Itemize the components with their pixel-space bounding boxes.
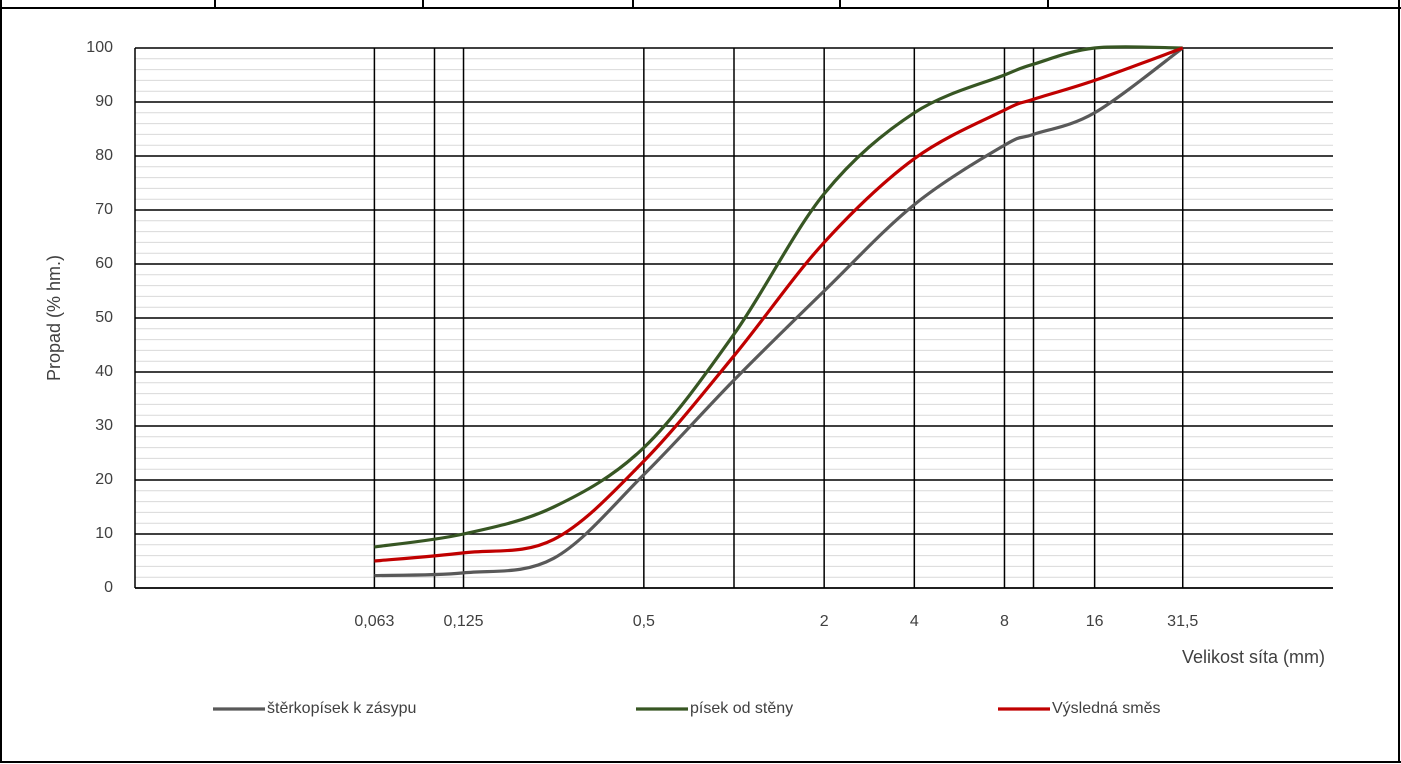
x-tick-label: 31,5 [1167, 613, 1198, 630]
x-tick-label: 0,125 [444, 613, 484, 630]
y-tick-label: 50 [95, 309, 113, 326]
x-tick-label: 16 [1086, 613, 1104, 630]
x-tick-label: 0,5 [633, 613, 655, 630]
x-tick-label: 8 [1000, 613, 1009, 630]
y-tick-label: 100 [86, 39, 113, 56]
y-tick-label: 90 [95, 93, 113, 110]
x-tick-label: 0,063 [354, 613, 394, 630]
y-tick-label: 30 [95, 417, 113, 434]
x-tick-label: 2 [820, 613, 829, 630]
legend-label: štěrkopísek k zásypu [267, 700, 416, 717]
series-line [374, 45, 1183, 549]
legend-label: písek od stěny [690, 700, 793, 717]
y-tick-label: 60 [95, 255, 113, 272]
y-tick-label: 0 [104, 579, 113, 596]
y-tick-label: 70 [95, 201, 113, 218]
y-tick-label: 40 [95, 363, 113, 380]
x-axis-label: Velikost síta (mm) [1182, 647, 1325, 667]
legend-label: Výsledná směs [1052, 700, 1161, 717]
series-line [374, 46, 1184, 578]
series-line [374, 46, 1184, 563]
x-tick-label: 4 [910, 613, 919, 630]
y-tick-label: 80 [95, 147, 113, 164]
y-tick-label: 10 [95, 525, 113, 542]
y-axis-label: Propad (% hm.) [44, 255, 64, 381]
y-tick-label: 20 [95, 471, 113, 488]
